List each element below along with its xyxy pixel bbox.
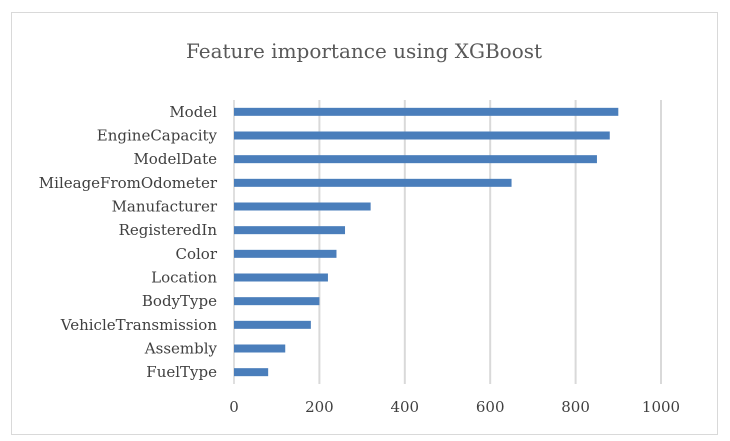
bar xyxy=(234,249,337,258)
gridlines xyxy=(233,100,662,384)
bar xyxy=(234,368,269,377)
category-label: EngineCapacity xyxy=(97,127,218,145)
category-label: BodyType xyxy=(142,292,217,310)
chart-title: Feature importance using XGBoost xyxy=(186,39,542,63)
category-label: MileageFromOdometer xyxy=(39,174,218,192)
category-label: ModelDate xyxy=(133,150,217,168)
bar xyxy=(234,107,619,116)
x-tick-label: 600 xyxy=(476,398,505,416)
bar xyxy=(234,273,328,282)
x-tick-label: 1000 xyxy=(642,398,680,416)
bar xyxy=(234,344,286,353)
category-label: Location xyxy=(151,269,217,287)
x-tick-label: 200 xyxy=(305,398,334,416)
category-label: Manufacturer xyxy=(112,198,218,216)
bars xyxy=(234,107,619,377)
category-label: Color xyxy=(175,245,217,263)
category-label: Assembly xyxy=(144,340,218,358)
chart-frame xyxy=(11,12,718,435)
bar xyxy=(234,202,371,211)
bar xyxy=(234,131,610,140)
category-label: VehicleTransmission xyxy=(60,316,218,334)
category-label: Model xyxy=(169,103,217,121)
bar xyxy=(234,320,311,329)
category-label: FuelType xyxy=(146,363,217,381)
bar xyxy=(234,178,512,187)
bar xyxy=(234,297,320,306)
x-tick-label: 400 xyxy=(390,398,419,416)
category-label: RegisteredIn xyxy=(119,221,218,239)
bar xyxy=(234,155,597,164)
x-tick-labels: 0 200 400 600 800 1000 xyxy=(229,398,680,416)
x-tick-label: 800 xyxy=(561,398,590,416)
x-tick-label: 0 xyxy=(229,398,239,416)
category-labels: Model EngineCapacity ModelDate MileageFromO… xyxy=(39,103,218,381)
bar xyxy=(234,226,346,235)
